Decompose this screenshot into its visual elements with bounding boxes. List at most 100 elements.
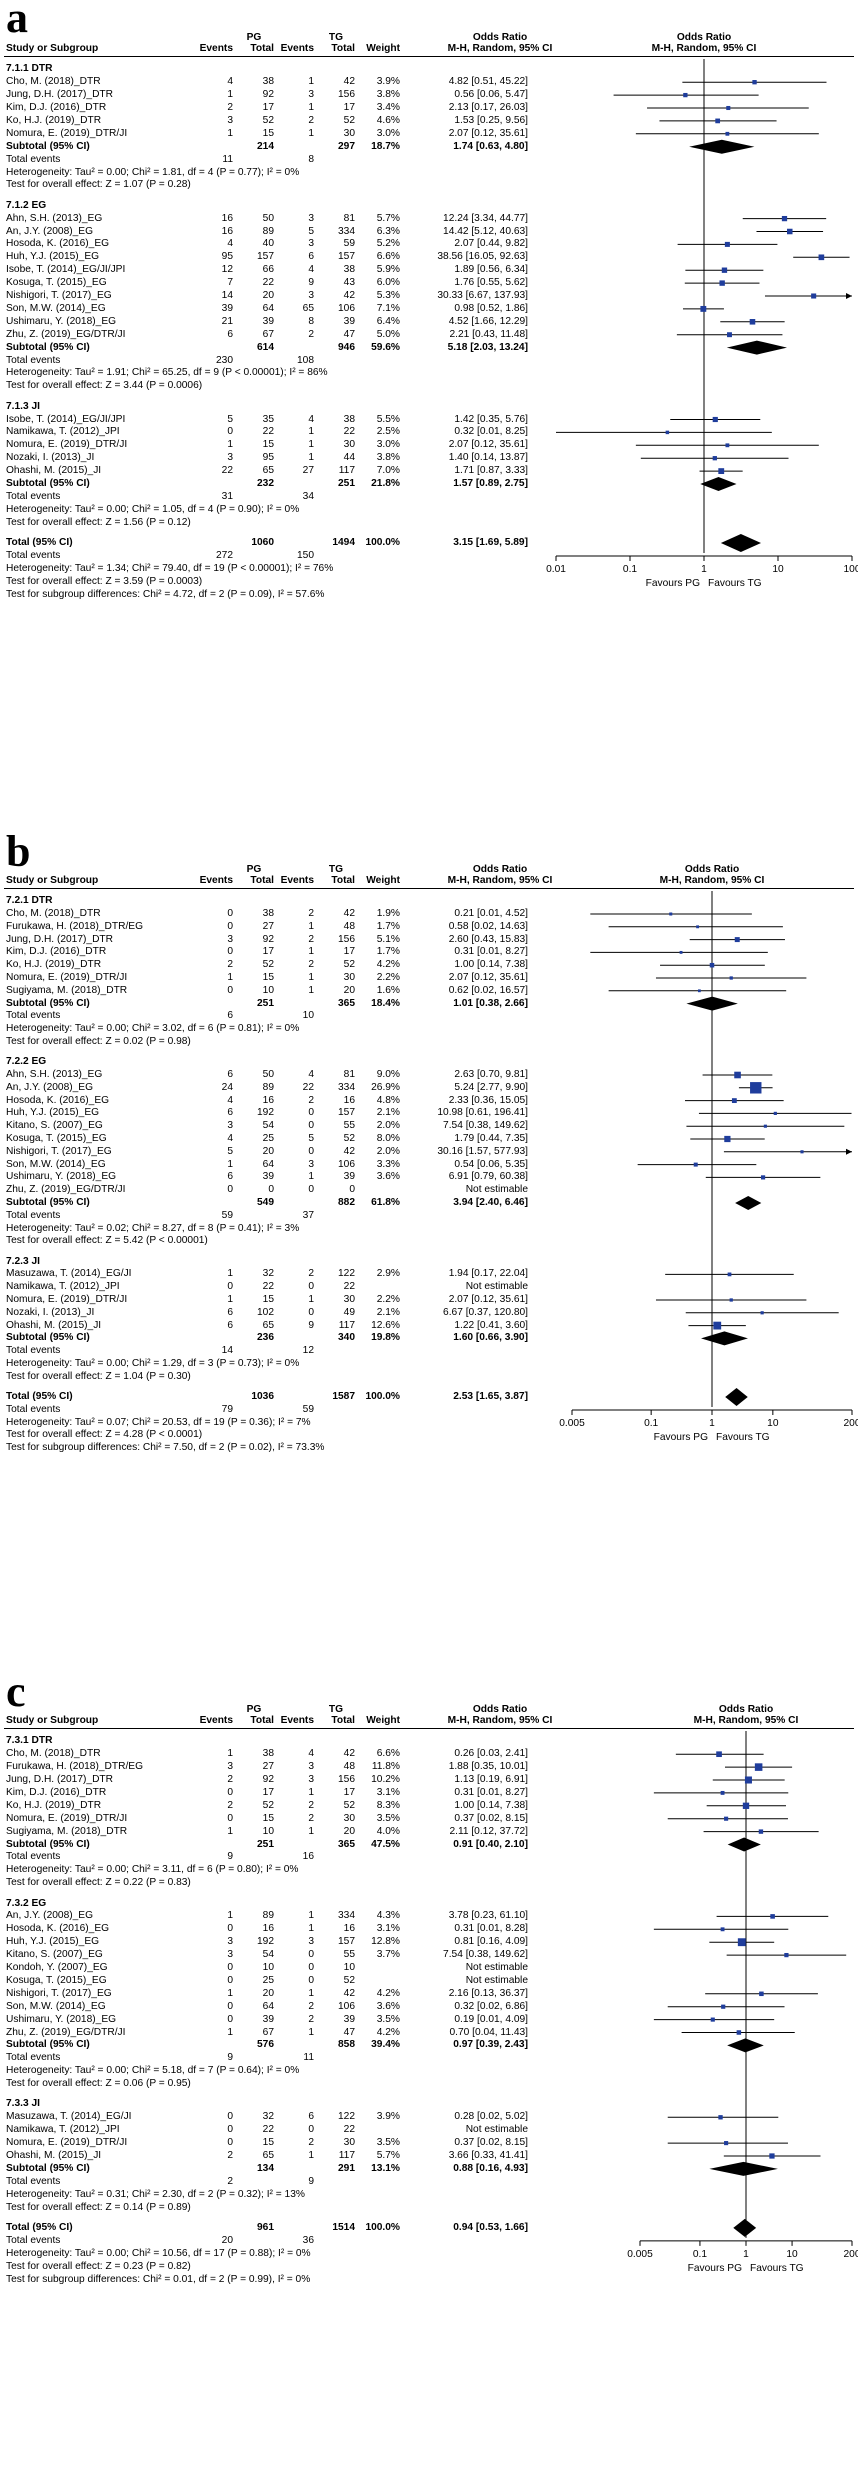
footer-statistic: Heterogeneity: Tau² = 0.00; Chi² = 10.56…	[6, 2247, 311, 2259]
study-odds-ratio: 2.21 [0.43, 11.48]	[449, 328, 528, 340]
study-name: Ushimaru, Y. (2018)_EG	[6, 2013, 117, 2025]
events-pg: 0	[227, 984, 233, 996]
study-point-estimate	[749, 319, 756, 325]
study-weight: 3.3%	[376, 1158, 400, 1170]
study-name: Cho, M. (2018)_DTR	[6, 1748, 101, 1760]
events-tg: 3	[308, 238, 314, 250]
subtotal-label: Subtotal (95% CI)	[6, 997, 90, 1009]
total-pg: 89	[262, 1910, 274, 1922]
study-name: Cho, M. (2018)_DTR	[6, 76, 101, 88]
study-weight: 11.8%	[371, 1761, 400, 1773]
events-pg: 2	[227, 102, 233, 113]
study-name: Jung, D.H. (2017)_DTR	[6, 933, 114, 945]
x-axis-tick-label: 10	[772, 564, 784, 575]
total-pg: 22	[262, 426, 274, 438]
study-point-estimate	[720, 1927, 725, 1932]
study-point-estimate	[715, 118, 721, 124]
events-pg: 1	[227, 1825, 233, 1837]
study-name: Nishigori, T. (2017)_EG	[6, 1145, 112, 1157]
header-rule	[4, 888, 854, 889]
total-events-label: Total events	[6, 1010, 61, 1022]
footer-statistic: Heterogeneity: Tau² = 1.34; Chi² = 79.40…	[6, 562, 334, 574]
total-pg: 67	[262, 328, 274, 340]
total-events-label: Total events	[6, 1209, 61, 1221]
grand-total-pg: 1036	[251, 1391, 274, 1402]
study-point-estimate	[710, 2017, 715, 2022]
study-weight: 5.3%	[376, 290, 400, 301]
study-odds-ratio: 1.22 [0.41, 3.60]	[454, 1319, 528, 1331]
total-events-tg: 11	[303, 2052, 314, 2064]
total-tg: 334	[338, 1910, 355, 1922]
study-point-estimate	[742, 1802, 750, 1809]
x-axis-tick-label: 200	[843, 2248, 858, 2260]
study-column-header: Study or Subgroup	[6, 43, 99, 54]
study-name: An, J.Y. (2008)_EG	[6, 225, 94, 237]
weight-header: Weight	[366, 875, 400, 886]
subgroup-title: 7.2.2 EG	[6, 1056, 47, 1068]
method-header: M-H, Random, 95% CI	[447, 43, 553, 54]
grand-total-events-pg: 272	[216, 549, 233, 561]
events-tg: 1	[308, 1825, 314, 1837]
total-tg: 30	[343, 127, 355, 139]
study-name: Nomura, E. (2019)_DTR/JI	[6, 972, 128, 983]
study-name: Jung, D.H. (2017)_DTR	[6, 1774, 114, 1785]
study-odds-ratio: 0.37 [0.02, 8.15]	[454, 1812, 528, 1824]
total-pg: 10	[262, 1962, 274, 1973]
total-tg: 55	[343, 1120, 355, 1132]
study-odds-ratio: 10.98 [0.61, 196.41]	[437, 1107, 528, 1119]
events-pg: 0	[227, 2111, 233, 2123]
events-pg: 16	[221, 225, 233, 237]
total-pg: 89	[262, 225, 274, 237]
study-weight: 2.2%	[376, 1294, 400, 1305]
events-pg: 3	[227, 933, 233, 945]
study-column-header: Study or Subgroup	[6, 875, 99, 886]
total-tg: 42	[343, 1748, 355, 1760]
study-name: Namikawa, T. (2012)_JPI	[6, 426, 120, 438]
total-pg: 64	[262, 302, 274, 314]
study-point-estimate	[693, 1162, 698, 1167]
study-point-estimate	[770, 1914, 775, 1919]
total-events-pg: 9	[227, 2052, 233, 2064]
study-name: Namikawa, T. (2012)_JPI	[6, 2124, 120, 2136]
study-weight: 3.5%	[376, 2013, 400, 2025]
events-pg: 6	[227, 1107, 233, 1119]
study-name: Nomura, E. (2019)_DTR/JI	[6, 439, 128, 451]
subtotal-effect-diamond	[689, 139, 755, 154]
subgroup-title: 7.1.2 EG	[6, 199, 47, 211]
overall-effect-test: Test for overall effect: Z = 1.56 (P = 0…	[6, 516, 191, 528]
study-odds-ratio: 6.67 [0.37, 120.80]	[443, 1306, 528, 1318]
events-tg: 0	[308, 1120, 314, 1132]
total-pg: 38	[262, 76, 274, 88]
total-tg: 20	[343, 984, 355, 996]
study-odds-ratio: 0.31 [0.01, 8.28]	[454, 1923, 528, 1935]
study-odds-ratio: 5.24 [2.77, 9.90]	[454, 1081, 528, 1093]
events-tg: 65	[302, 302, 314, 314]
grand-total-weight: 100.0%	[365, 2221, 400, 2233]
study-weight: 2.5%	[376, 426, 400, 438]
total-tg: 47	[343, 2026, 355, 2038]
subtotal-total-pg: 134	[257, 2162, 274, 2174]
total-pg: 20	[262, 1145, 274, 1157]
events-pg: 0	[227, 2124, 233, 2136]
subtotal-label: Subtotal (95% CI)	[6, 140, 90, 152]
events-pg: 4	[227, 1133, 233, 1144]
total-pg: 92	[262, 89, 274, 101]
footer-statistic: Test for subgroup differences: Chi² = 4.…	[6, 588, 325, 600]
total-pg: 15	[262, 127, 274, 139]
study-point-estimate	[725, 131, 730, 136]
x-axis-tick-label: 1	[743, 2248, 749, 2260]
subtotal-effect-diamond	[709, 2161, 778, 2176]
study-weight: 26.9%	[371, 1081, 400, 1093]
study-point-estimate	[683, 92, 688, 98]
study-point-estimate	[734, 937, 740, 943]
total-events-tg: 16	[302, 1851, 314, 1863]
overall-effect-diamond	[733, 2218, 757, 2237]
total-pg: 16	[262, 1923, 274, 1935]
study-name: Zhu, Z. (2019)_EG/DTR/JI	[6, 2026, 126, 2038]
study-name: Namikawa, T. (2012)_JPI	[6, 1281, 120, 1293]
footer-statistic: Test for overall effect: Z = 4.28 (P < 0…	[6, 1429, 203, 1441]
events-pg: 3	[227, 452, 233, 464]
subgroup-title: 7.3.2 EG	[6, 1897, 47, 1909]
study-point-estimate	[729, 976, 733, 980]
